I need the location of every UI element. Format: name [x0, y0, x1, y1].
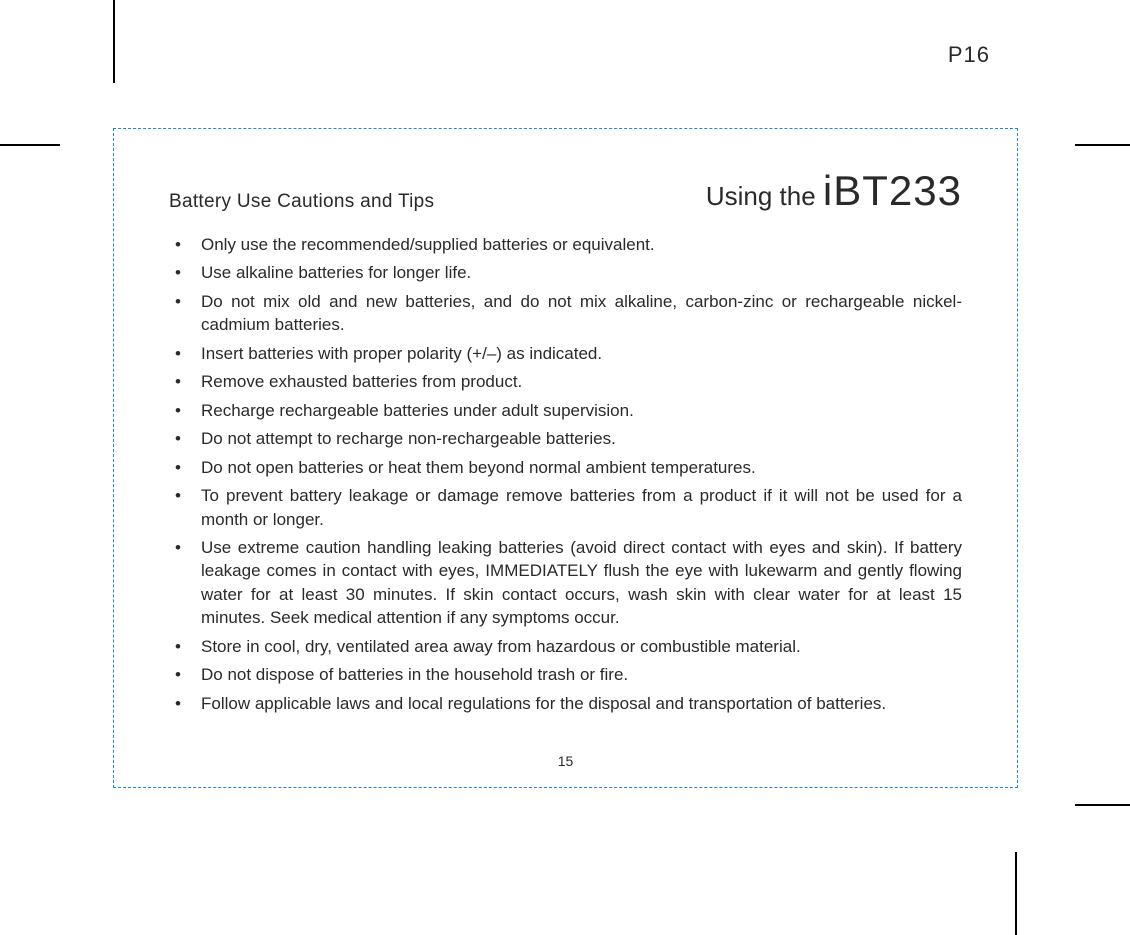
list-item: Recharge rechargeable batteries under ad…: [169, 399, 962, 422]
crop-mark-right-upper: [1075, 144, 1130, 146]
page-code: P16: [948, 42, 990, 68]
list-item: Do not mix old and new batteries, and do…: [169, 290, 962, 337]
list-item: Insert batteries with proper polarity (+…: [169, 342, 962, 365]
page-number: 15: [114, 753, 1017, 769]
section-title: Using the iBT233: [706, 167, 962, 215]
content-frame: Battery Use Cautions and Tips Using the …: [113, 128, 1018, 788]
list-item: Do not attempt to recharge non-rechargea…: [169, 427, 962, 450]
list-item: Only use the recommended/supplied batter…: [169, 233, 962, 256]
crop-mark-top: [113, 0, 115, 83]
list-item: Do not open batteries or heat them beyon…: [169, 456, 962, 479]
tips-list: Only use the recommended/supplied batter…: [169, 233, 962, 715]
crop-mark-right-lower: [1075, 804, 1130, 806]
crop-mark-left: [0, 144, 60, 146]
list-item: To prevent battery leakage or damage rem…: [169, 484, 962, 531]
crop-mark-bottom: [1015, 852, 1017, 935]
header-row: Battery Use Cautions and Tips Using the …: [169, 167, 962, 215]
list-item: Use extreme caution handling leaking bat…: [169, 536, 962, 630]
list-item: Follow applicable laws and local regulat…: [169, 692, 962, 715]
title-prefix: Using the: [706, 181, 823, 211]
list-item: Do not dispose of batteries in the house…: [169, 663, 962, 686]
list-item: Remove exhausted batteries from product.: [169, 370, 962, 393]
section-subtitle: Battery Use Cautions and Tips: [169, 191, 434, 215]
list-item: Store in cool, dry, ventilated area away…: [169, 635, 962, 658]
title-model: iBT233: [823, 167, 962, 214]
list-item: Use alkaline batteries for longer life.: [169, 261, 962, 284]
